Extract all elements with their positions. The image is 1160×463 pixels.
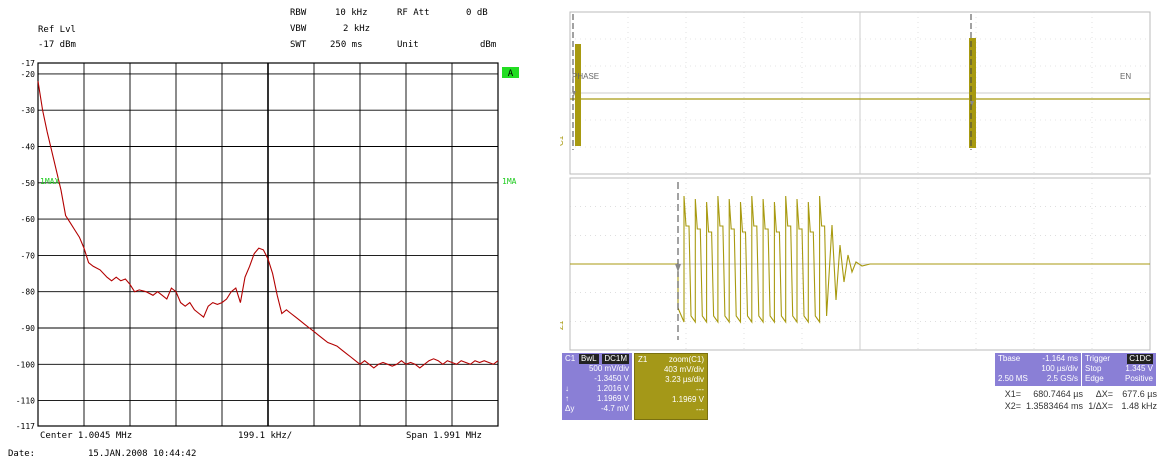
c1-side-label: C1 [560, 135, 565, 146]
rbw-label: RBW [290, 8, 307, 18]
c1-coupling-badge: DC1M [602, 354, 629, 364]
c1-lo-value: 1.2016 V [596, 384, 629, 393]
ref-lvl-value: -17 dBm [38, 40, 76, 50]
tbase-samples: 2.50 MS [998, 374, 1028, 383]
z1-zoom-info-box[interactable]: Z1 zoom(C1) 403 mV/div 3.23 µs/div --- 1.… [634, 353, 708, 420]
c1-lo-label: ↓ [565, 384, 569, 393]
spectrum-y-tick-label: -20 [21, 70, 36, 79]
rbw-value: 10 kHz [335, 8, 368, 18]
trace-left-label: 1MAX [40, 177, 59, 186]
z1-value-1: --- [696, 385, 704, 394]
ref-lvl-label: Ref Lvl [38, 25, 76, 35]
cursor-readout: X1= 680.7464 µs ΔX= 677.6 µs X2= 1.35834… [995, 388, 1157, 412]
phase-label: PHASE [572, 72, 599, 81]
spectrum-y-tick-label: -30 [21, 106, 36, 115]
inv-dx-label: 1/ΔX= [1088, 401, 1113, 411]
c1-hi-label: ↑ [565, 394, 569, 403]
date-value: 15.JAN.2008 10:44:42 [88, 449, 197, 459]
rf-att-value: 0 dB [466, 8, 488, 18]
spectrum-y-tick-label: -60 [21, 215, 36, 224]
z1-tdiv: 3.23 µs/div [665, 375, 704, 384]
c1-offset: -1.3450 V [594, 374, 629, 383]
spectrum-trace-line [37, 81, 499, 369]
z1-vdiv: 403 mV/div [663, 365, 704, 374]
x2-value: 1.3583464 ms [1025, 401, 1083, 411]
z1-level-marker-icon [675, 264, 681, 272]
a-badge-box [502, 67, 519, 78]
spectrum-grid [37, 62, 499, 427]
dx-value: 677.6 µs [1122, 389, 1157, 399]
unit-label: Unit [397, 40, 419, 50]
spectrum-y-tick-label: -70 [21, 251, 36, 260]
trigger-type: Edge [1085, 374, 1104, 383]
tbase-label: Tbase [998, 354, 1021, 363]
span-per-div-label: 199.1 kHz/ [238, 431, 293, 441]
spectrum-y-tick-label: -110 [16, 397, 35, 406]
spectrum-y-tick-label: -40 [21, 142, 36, 151]
x2-label: X2= [1004, 401, 1021, 411]
c1-pulse-burst-2 [969, 38, 976, 148]
z1-value-2: 1.1969 V [671, 395, 704, 404]
swt-value: 250 ms [330, 40, 363, 50]
trace-right-label: 1MA [502, 177, 517, 186]
timebase-info-box[interactable]: Tbase -1.164 ms 100 µs/div 2.50 MS 2.5 GS/… [995, 353, 1081, 386]
tbase-rate: 2.5 GS/s [1046, 374, 1078, 383]
c1-pulse-burst-1 [575, 44, 581, 146]
spectrum-y-tick-label: -17 [21, 59, 36, 68]
c1-dy-label: Δy [565, 404, 575, 413]
trigger-info-box[interactable]: Trigger C1DC Stop 1.345 V Edge Positive [1082, 353, 1156, 386]
c1-channel-info-box[interactable]: C1 BwL DC1M 500 mV/div -1.3450 V ↓ 1.2016… [562, 353, 632, 420]
unit-value: dBm [480, 40, 497, 50]
spectrum-plot: -17-20-30-40-50-60-70-80-90-100-110-117 … [16, 59, 519, 431]
spectrum-y-tick-label: -90 [21, 324, 36, 333]
z1-value-3: --- [696, 405, 704, 414]
date-label: Date: [8, 449, 36, 459]
x1-value: 680.7464 µs [1033, 389, 1083, 399]
z1-side-label: Z1 [560, 320, 565, 330]
dx-label: ΔX= [1095, 389, 1113, 399]
trigger-label: Trigger [1085, 354, 1111, 363]
trigger-slope: Positive [1124, 374, 1153, 383]
vbw-label: VBW [290, 24, 307, 34]
spectrum-y-ticks: -17 -20 -30 -40 -50 -60 -70 -80 -90 -100 -110 -117 [16, 59, 35, 431]
trigger-level: 1.345 V [1125, 364, 1153, 373]
z1-pulse-train-path [570, 195, 1150, 324]
tbase-value: -1.164 ms [1042, 354, 1078, 363]
c1-hi-value: 1.1969 V [596, 394, 629, 403]
scope-top-grid [569, 11, 1151, 175]
z1-source: zoom(C1) [668, 355, 704, 364]
c1-box-title: C1 [565, 354, 576, 363]
swt-label: SWT [290, 40, 307, 50]
spectrum-y-tick-label: -80 [21, 288, 36, 297]
z1-box-title: Z1 [638, 355, 648, 364]
z1-zoom-trace [570, 195, 1150, 324]
c1-level-marker-icon [572, 91, 576, 96]
spectrum-y-tick-label: -100 [16, 360, 35, 369]
en-label: EN [1120, 72, 1131, 81]
trigger-source-badge: C1DC [1127, 354, 1153, 364]
center-frequency-label: Center 1.0045 MHz [40, 431, 133, 441]
inv-dx-value: 1.48 kHz [1121, 401, 1157, 411]
trigger-mode: Stop [1085, 364, 1102, 373]
span-label: Span 1.991 MHz [406, 431, 482, 441]
c1-vdiv: 500 mV/div [588, 364, 629, 373]
tbase-tdiv: 100 µs/div [1041, 364, 1078, 373]
x1-label: X1= [1004, 389, 1021, 399]
trigger-marker-icon [970, 101, 974, 106]
c1-dy-value: -4.7 mV [600, 404, 629, 413]
spectrum-y-tick-label: -117 [16, 422, 35, 431]
rf-att-label: RF Att [397, 8, 430, 18]
vbw-value: 2 kHz [343, 24, 371, 34]
a-badge: A [508, 69, 514, 79]
oscilloscope-screen: PHASE EN C1 Z1 [560, 11, 1151, 351]
c1-bwl-badge: BwL [579, 354, 599, 364]
spectrum-y-tick-label: -50 [21, 179, 36, 188]
